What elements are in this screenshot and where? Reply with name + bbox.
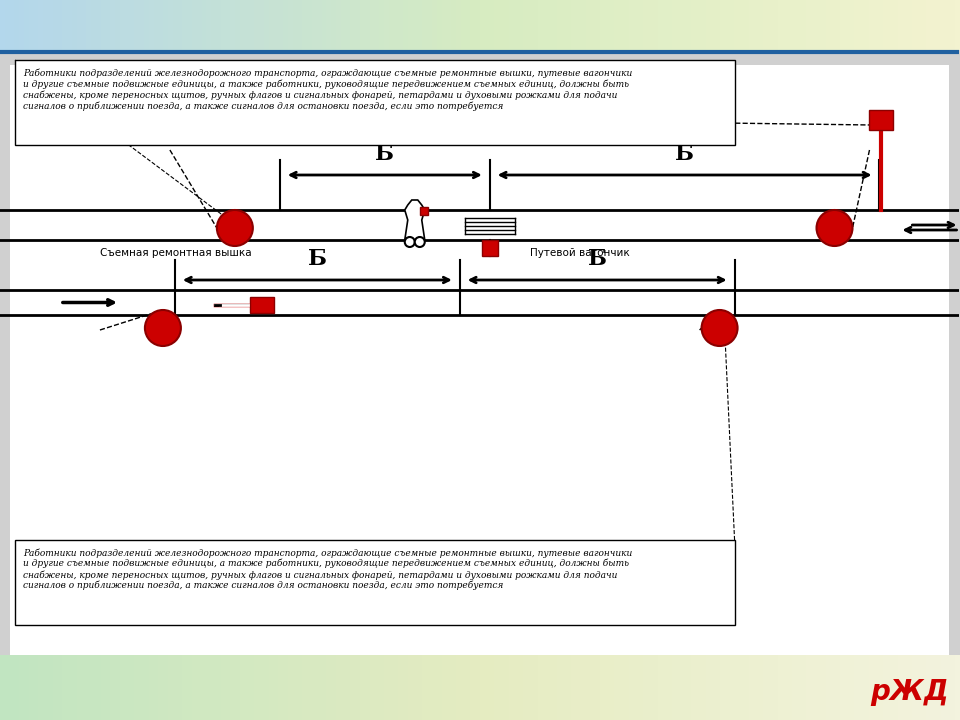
Circle shape [817, 210, 852, 246]
Bar [482, 240, 497, 256]
Text: Работники подразделений железнодорожного транспорта, ограждающие съемные ремонтн: Работники подразделений железнодорожного… [23, 548, 633, 590]
Text: Б: Б [588, 248, 607, 270]
Bar [870, 110, 894, 130]
Text: Б: Б [375, 143, 395, 165]
FancyBboxPatch shape [15, 540, 734, 625]
Circle shape [415, 237, 424, 247]
Bar [420, 207, 428, 215]
Circle shape [405, 237, 415, 247]
Circle shape [145, 310, 180, 346]
Circle shape [702, 310, 737, 346]
Text: Б: Б [675, 143, 694, 165]
Circle shape [217, 210, 252, 246]
Text: Работники подразделений железнодорожного транспорта, ограждающие съемные ремонтн: Работники подразделений железнодорожного… [23, 68, 633, 110]
Polygon shape [405, 200, 424, 240]
Text: рЖД: рЖД [870, 678, 948, 706]
Text: Съемная ремонтная вышка: Съемная ремонтная вышка [100, 248, 252, 258]
Text: Б: Б [308, 248, 326, 270]
Text: Путевой вагончик: Путевой вагончик [530, 248, 630, 258]
Bar [10, 65, 949, 655]
Bar [250, 297, 274, 313]
FancyBboxPatch shape [15, 60, 734, 145]
